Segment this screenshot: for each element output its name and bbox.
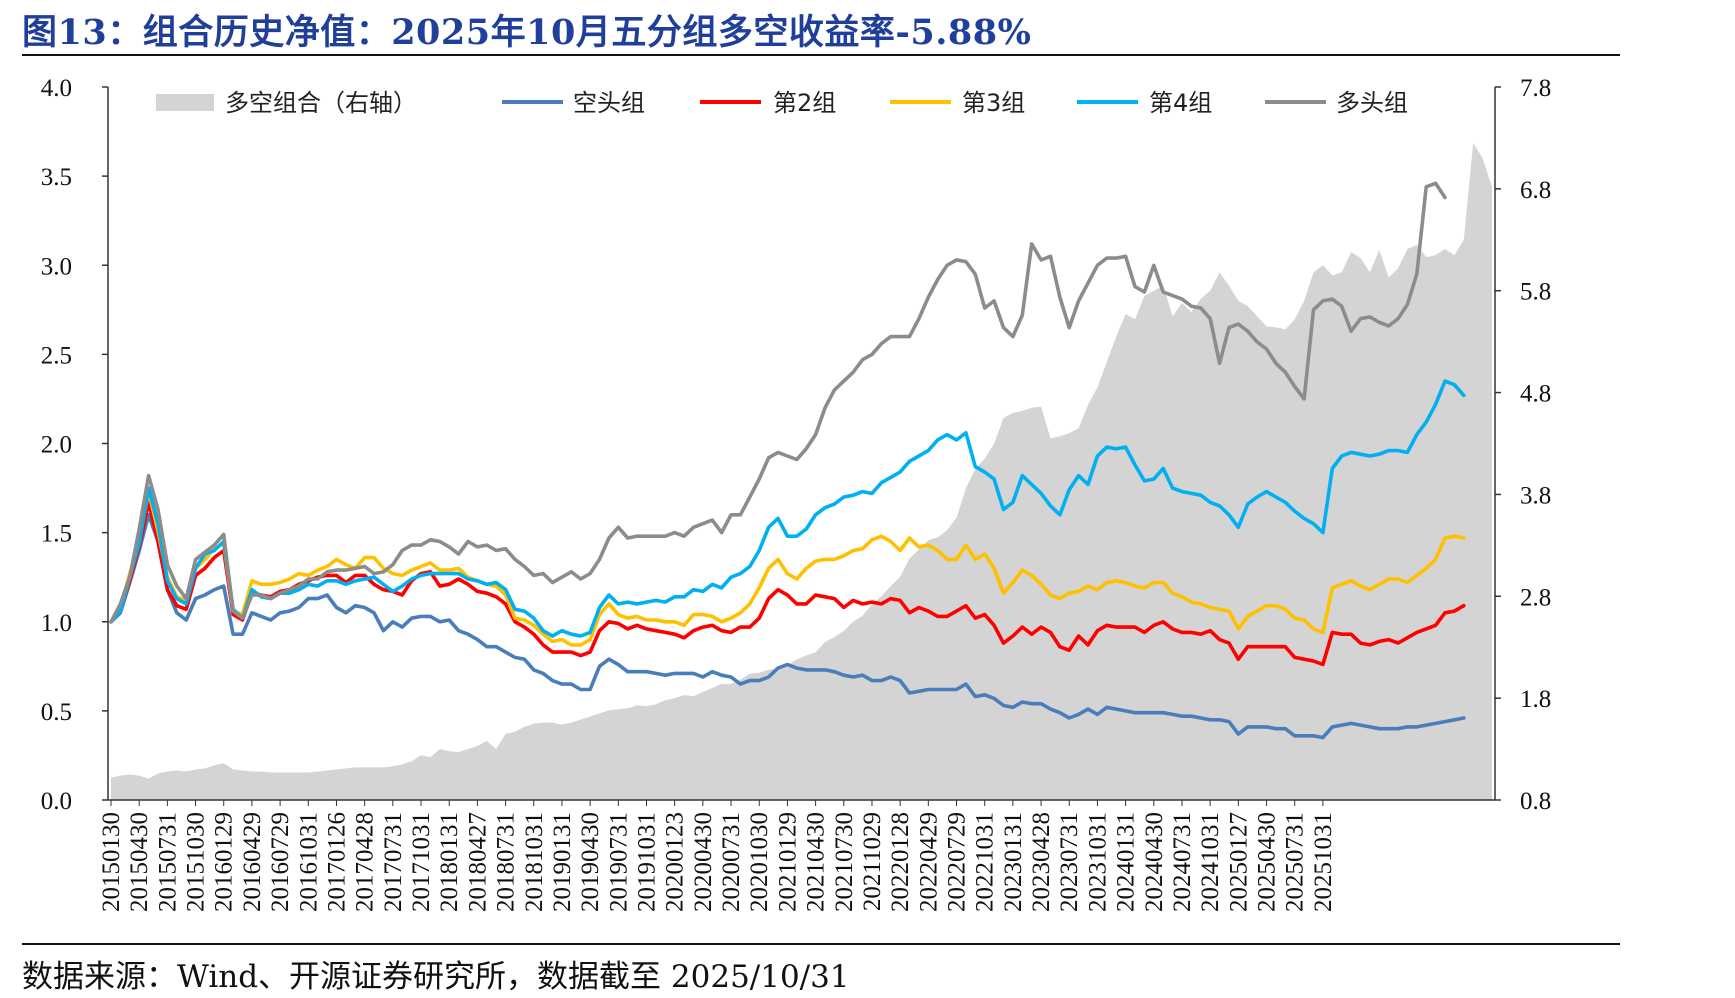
x-tick-label: 20160729: [267, 812, 294, 912]
x-tick-label: 20160429: [239, 812, 266, 912]
left-tick-label: 4.0: [41, 75, 72, 102]
legend: 多空组合（右轴） 空头组 第2组 第3组 第4组 多头组: [156, 89, 1408, 117]
x-tick-label: 20210730: [831, 812, 858, 912]
x-tick-label: 20210129: [774, 812, 801, 912]
x-tick-label: 20220429: [915, 812, 942, 912]
x-tick-label: 20240131: [1113, 812, 1140, 912]
x-tick-label: 20151030: [183, 812, 210, 912]
legend-label: 空头组: [573, 89, 645, 117]
lines-layer: [109, 181, 1466, 740]
legend-label: 第4组: [1149, 89, 1212, 117]
chart-area: 0.0 0.5 1.0 1.5 2.0 2.5 3.0 3.5 4.0 0.8 1.8 2.8 3.8 4…: [41, 75, 1552, 912]
left-tick-label: 3.5: [41, 164, 72, 191]
x-tick-label: 20170126: [324, 812, 351, 912]
x-tick-label: 20150731: [154, 812, 181, 912]
series-line-4: [109, 181, 1447, 624]
x-tick-label: 20200430: [690, 812, 717, 912]
x-tick-label: 20180731: [493, 812, 520, 912]
x-tick-label: 20190131: [549, 812, 576, 912]
left-tick-label: 1.5: [41, 521, 72, 548]
legend-label: 第2组: [773, 89, 836, 117]
left-tick-label: 2.0: [41, 432, 72, 459]
series-line-3: [109, 379, 1466, 638]
x-tick-label: 20240731: [1169, 812, 1196, 912]
source-note: 数据来源：Wind、开源证券研究所，数据截至 2025/10/31: [22, 959, 850, 995]
right-tick-label: 6.8: [1520, 177, 1551, 204]
x-tick-label: 20211029: [859, 812, 886, 911]
right-tick-label: 7.8: [1520, 75, 1551, 102]
right-tick-label: 1.8: [1520, 686, 1551, 713]
x-tick-label: 20251031: [1310, 812, 1337, 912]
x-tick-label: 20210430: [803, 812, 830, 912]
legend-label: 多头组: [1336, 89, 1408, 117]
x-tick-label: 20161031: [295, 812, 322, 912]
title-divider: [22, 54, 1620, 56]
x-tick-label: 20230731: [1056, 812, 1083, 912]
x-tick-label: 20250430: [1254, 812, 1281, 912]
x-tick-label: 20150130: [98, 812, 125, 912]
x-tick-label: 20220128: [887, 812, 914, 912]
x-tick-label: 20170731: [380, 812, 407, 912]
left-tick-label: 0.5: [41, 699, 72, 726]
series-line-1: [109, 500, 1466, 667]
source-divider: [22, 943, 1620, 945]
x-tick-label: 20171031: [408, 812, 435, 912]
x-tick-label: 20230131: [1000, 812, 1027, 912]
area-layer: [111, 143, 1492, 800]
x-tick-label: 20200123: [662, 812, 689, 912]
right-tick-label: 4.8: [1520, 381, 1551, 408]
x-tick-label: 20170428: [352, 812, 379, 912]
left-tick-label: 0.0: [41, 788, 72, 815]
x-tick-label: 20180131: [436, 812, 463, 912]
series-area-0: [111, 143, 1492, 800]
x-tick-label: 20221031: [972, 812, 999, 912]
x-tick-label: 20220729: [944, 812, 971, 912]
axes-layer: 0.0 0.5 1.0 1.5 2.0 2.5 3.0 3.5 4.0 0.8 1.8 2.8 3.8 4…: [41, 75, 1552, 912]
x-tick-label: 20160129: [211, 812, 238, 912]
left-tick-label: 1.0: [41, 610, 72, 637]
right-tick-label: 3.8: [1520, 482, 1551, 509]
left-tick-label: 3.0: [41, 253, 72, 280]
x-tick-label: 20250127: [1225, 812, 1252, 912]
x-tick-label: 20150430: [126, 812, 153, 912]
right-tick-label: 5.8: [1520, 279, 1551, 306]
x-tick-label: 20200731: [718, 812, 745, 912]
x-tick-label: 20250731: [1282, 812, 1309, 912]
x-tick-label: 20190731: [605, 812, 632, 912]
x-tick-label: 20201030: [746, 812, 773, 912]
x-tick-label: 20181031: [521, 812, 548, 912]
series-line-0: [109, 512, 1466, 740]
right-tick-label: 0.8: [1520, 788, 1551, 815]
x-tick-label: 20240430: [1141, 812, 1168, 912]
x-tick-label: 20191031: [634, 812, 661, 912]
left-tick-label: 2.5: [41, 342, 72, 369]
chart-title: 图13：组合历史净值：2025年10月五分组多空收益率-5.88%: [22, 12, 1032, 53]
legend-label: 多空组合（右轴）: [225, 89, 417, 117]
x-tick-label: 20190430: [577, 812, 604, 912]
legend-swatch-area: [156, 94, 214, 111]
x-tick-label: 20231031: [1084, 812, 1111, 912]
legend-label: 第3组: [962, 89, 1025, 117]
series-line-2: [109, 489, 1466, 647]
right-tick-label: 2.8: [1520, 584, 1551, 611]
x-tick-label: 20180427: [464, 812, 491, 912]
x-tick-label: 20230428: [1028, 812, 1055, 912]
x-tick-label: 20241031: [1197, 812, 1224, 912]
